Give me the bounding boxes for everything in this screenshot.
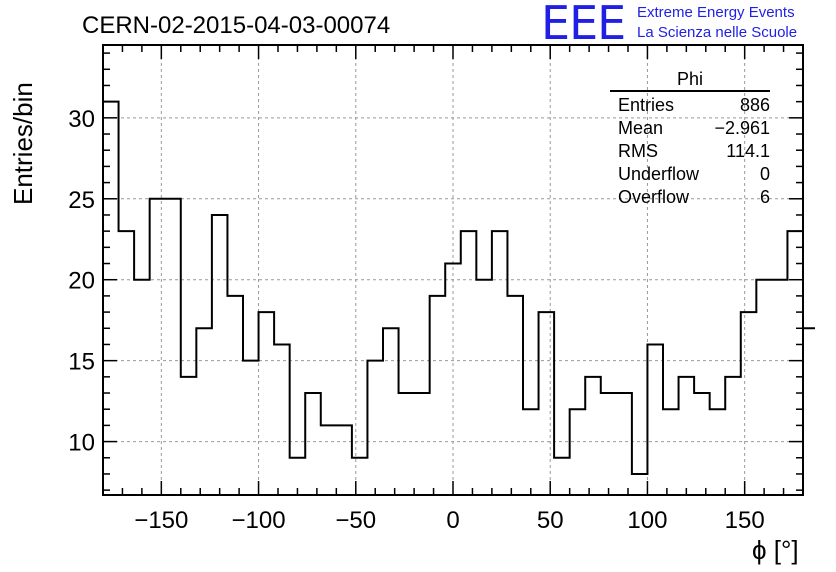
y-tick-label: 15 [68, 349, 95, 376]
histogram-steps [103, 100, 815, 475]
stats-label: RMS [618, 141, 658, 161]
x-tick-label: 100 [627, 507, 667, 534]
stats-row: Mean −2.961 [610, 117, 770, 140]
stats-label: Entries [618, 95, 675, 115]
stats-label: Mean [618, 118, 664, 138]
stats-row: Overflow 6 [610, 186, 770, 209]
x-tick-label: 50 [537, 507, 564, 534]
stats-row: RMS 114.1 [610, 140, 770, 163]
stats-title: Phi [610, 68, 770, 92]
y-axis-label: Entries/bin [8, 82, 38, 205]
y-tick-label: 10 [68, 430, 95, 457]
stats-value: −2.961 [714, 118, 770, 138]
stats-value: 6 [759, 187, 770, 207]
grid-lines [103, 45, 803, 495]
axis-ticks [102, 45, 804, 495]
stats-value: 886 [739, 95, 770, 115]
stats-row: Entries 886 [610, 94, 770, 117]
eee-logo: EEE [541, 0, 626, 50]
x-tick-label: −100 [232, 507, 286, 534]
chart-title: CERN-02-2015-04-03-00074 [82, 12, 391, 39]
x-axis-label: ϕ [°] [752, 535, 799, 565]
y-tick-label: 20 [68, 268, 95, 295]
logo-caption-line1: Extreme Energy Events [637, 4, 795, 21]
stats-box: Phi Entries 886 Mean −2.961 RMS 114.1 Under… [610, 68, 770, 209]
stats-row: Underflow 0 [610, 163, 770, 186]
y-tick-label: 25 [68, 187, 95, 214]
x-tick-label: −50 [335, 507, 376, 534]
x-tick-label: 150 [725, 507, 765, 534]
stats-label: Underflow [618, 164, 700, 184]
y-tick-label: 30 [68, 106, 95, 133]
tick-labels: −150 −100 −50 0 50 100 150 10 15 20 25 30 [68, 106, 764, 534]
histogram-series [103, 100, 815, 475]
logo-caption-line2: La Scienza nelle Scuole [637, 24, 798, 41]
x-tick-label: −150 [134, 507, 188, 534]
stats-value: 0 [759, 164, 770, 184]
x-tick-label: 0 [446, 507, 459, 534]
stats-value: 114.1 [726, 141, 770, 161]
stats-label: Overflow [618, 187, 690, 207]
